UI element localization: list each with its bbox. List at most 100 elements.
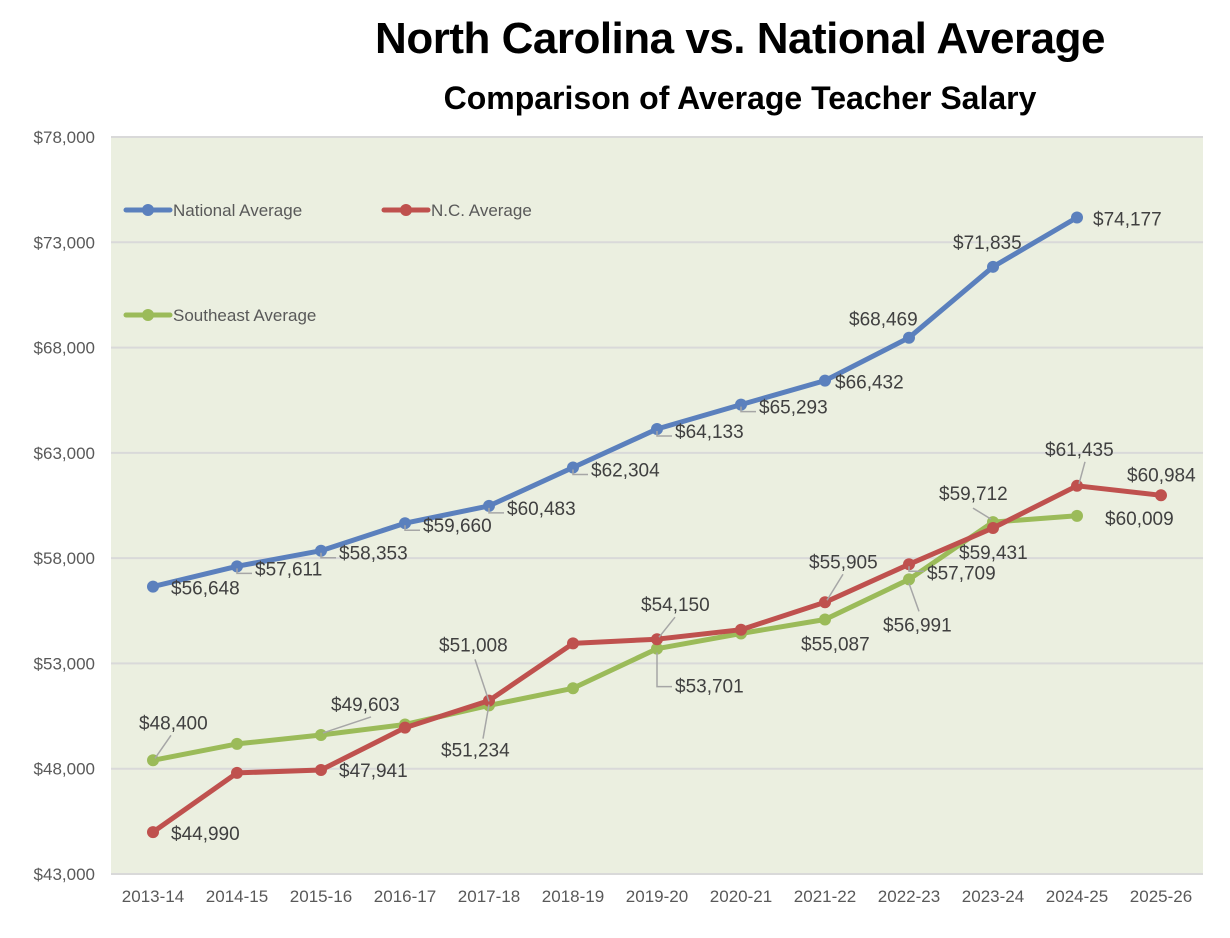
- data-label: $61,435: [1045, 440, 1114, 461]
- leader-line: [404, 525, 420, 531]
- series-line: [150, 513, 1080, 763]
- data-label: $59,431: [959, 543, 1028, 564]
- y-tick-label: $53,000: [34, 654, 95, 673]
- data-label: $71,835: [953, 233, 1022, 254]
- data-label: $60,009: [1105, 509, 1174, 530]
- leader-line: [572, 469, 588, 476]
- data-point: [567, 682, 579, 695]
- data-label: $47,941: [339, 761, 408, 782]
- data-label: $48,400: [139, 713, 208, 734]
- legend-marker: [400, 204, 412, 216]
- x-tick-label: 2014-15: [206, 887, 268, 906]
- data-point: [315, 728, 327, 741]
- data-label: $59,660: [423, 516, 492, 537]
- data-point: [987, 522, 999, 535]
- data-label: $57,611: [255, 559, 322, 580]
- leader-line: [482, 704, 490, 739]
- data-point: [1071, 509, 1083, 522]
- data-label: $58,353: [339, 544, 408, 565]
- data-point: [819, 374, 831, 387]
- data-label: $74,177: [1093, 210, 1162, 231]
- data-label: $51,234: [441, 741, 510, 762]
- data-label: $68,469: [849, 310, 918, 331]
- leader-line: [656, 652, 672, 688]
- data-point: [1155, 489, 1167, 502]
- chart-subtitle: Comparison of Average Teacher Salary: [443, 80, 1037, 116]
- legend-item: National Average: [123, 201, 302, 220]
- data-point: [567, 461, 579, 474]
- data-point: [399, 517, 411, 530]
- leader-line: [154, 734, 172, 759]
- leader-line: [908, 583, 920, 612]
- y-tick-label: $63,000: [34, 444, 95, 463]
- data-label: $60,984: [1127, 465, 1196, 486]
- data-label: $56,991: [883, 615, 952, 636]
- data-point: [315, 544, 327, 557]
- data-label: $66,432: [835, 373, 904, 394]
- data-point: [567, 637, 579, 650]
- data-point: [987, 260, 999, 273]
- data-point: [819, 613, 831, 626]
- y-tick-label: $78,000: [34, 128, 95, 147]
- data-point: [147, 826, 159, 839]
- legend-marker: [142, 204, 154, 216]
- data-label: $65,293: [759, 398, 828, 419]
- data-label: $57,709: [927, 563, 996, 584]
- data-label: $64,133: [675, 422, 744, 443]
- data-point: [315, 763, 327, 776]
- plot-area: [111, 137, 1203, 874]
- data-label: $56,648: [171, 579, 240, 600]
- data-point: [231, 737, 243, 750]
- data-point: [483, 499, 495, 512]
- leader-line: [826, 573, 844, 601]
- x-tick-label: 2017-18: [458, 887, 520, 906]
- chart-title: North Carolina vs. National Average: [375, 14, 1105, 63]
- leader-line: [656, 430, 672, 437]
- y-tick-label: $73,000: [34, 233, 95, 252]
- data-label: $49,603: [331, 695, 400, 716]
- data-label: $55,087: [801, 634, 870, 655]
- data-point: [399, 721, 411, 734]
- data-point: [1071, 479, 1083, 492]
- series-n-c-average: [147, 479, 1167, 839]
- data-label: $59,712: [939, 484, 1008, 505]
- leader-line: [236, 568, 252, 575]
- x-tick-label: 2024-25: [1046, 887, 1108, 906]
- data-point: [903, 558, 915, 571]
- x-tick-label: 2019-20: [626, 887, 688, 906]
- data-point: [147, 580, 159, 593]
- y-tick-label: $58,000: [34, 549, 95, 568]
- series-national-average: [147, 211, 1083, 593]
- x-tick-label: 2018-19: [542, 887, 604, 906]
- leader-line: [488, 507, 504, 514]
- legend-item: Southeast Average: [123, 306, 316, 325]
- x-tick-label: 2025-26: [1130, 887, 1192, 906]
- x-tick-label: 2015-16: [290, 887, 352, 906]
- data-point: [231, 560, 243, 573]
- data-point: [651, 642, 663, 655]
- data-point: [903, 573, 915, 586]
- data-label: $54,150: [641, 595, 710, 616]
- data-point: [231, 766, 243, 779]
- x-tick-label: 2013-14: [122, 887, 184, 906]
- data-label: $60,483: [507, 499, 576, 520]
- leader-line: [658, 616, 676, 638]
- data-label: $44,990: [171, 824, 240, 845]
- x-tick-label: 2021-22: [794, 887, 856, 906]
- leader-line: [740, 406, 756, 413]
- leader-line: [320, 552, 336, 559]
- x-tick-label: 2023-24: [962, 887, 1024, 906]
- legend-label: N.C. Average: [431, 201, 532, 220]
- leader-line: [322, 716, 372, 734]
- data-point: [1071, 211, 1083, 224]
- series-line: [150, 215, 1080, 590]
- y-tick-label: $43,000: [34, 865, 95, 884]
- data-point: [735, 398, 747, 411]
- data-point: [651, 422, 663, 435]
- data-label: $62,304: [591, 461, 660, 482]
- x-tick-label: 2020-21: [710, 887, 772, 906]
- data-label: $55,905: [809, 552, 878, 573]
- legend-label: National Average: [173, 201, 302, 220]
- data-point: [735, 623, 747, 636]
- legend-marker: [142, 309, 154, 321]
